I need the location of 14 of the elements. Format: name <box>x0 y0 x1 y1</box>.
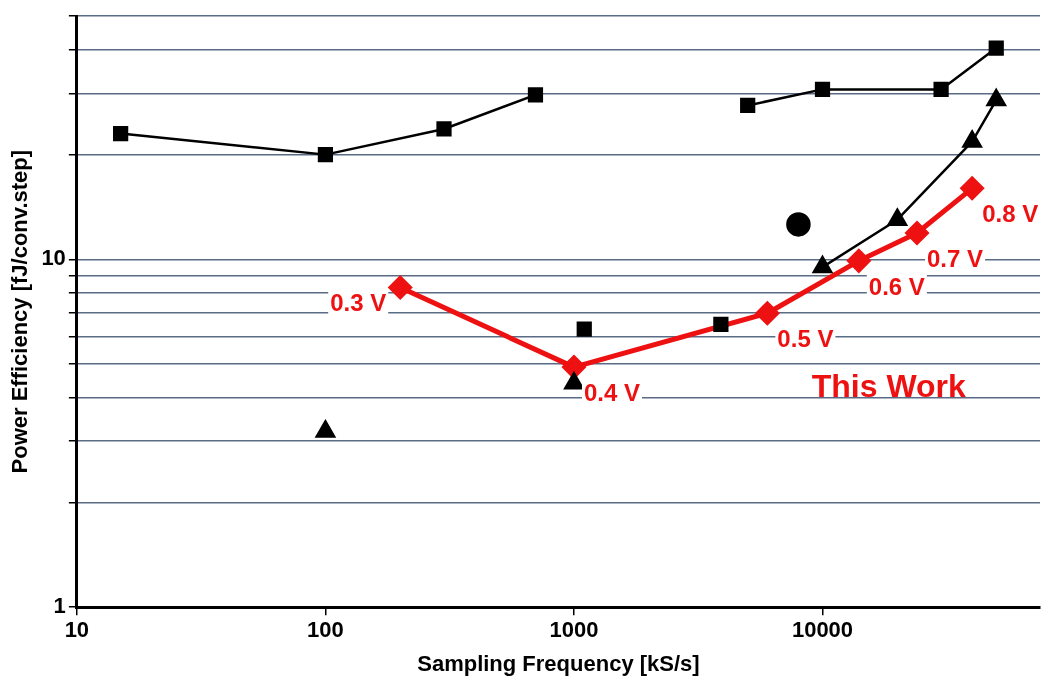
x-tick-label: 10 <box>64 617 90 643</box>
y-tick-label: 1 <box>53 593 66 619</box>
annotation: 0.4 V <box>583 379 641 407</box>
annotation: 0.5 V <box>777 325 834 353</box>
annotation: 0.6 V <box>868 272 925 300</box>
x-axis-title: Sampling Frequency [kS/s] <box>417 650 700 676</box>
annotation: 0.7 V <box>927 245 984 273</box>
x-tick-label: 100 <box>307 617 344 643</box>
x-tick-label: 1000 <box>549 617 599 643</box>
x-tick-label: 10000 <box>791 617 854 643</box>
y-axis-title: Power Efficiency [fJ/conv.step] <box>7 149 33 474</box>
annotation: 0.8 V <box>982 200 1039 228</box>
annotation: 0.3 V <box>330 289 387 317</box>
series-label: This Work <box>811 368 967 405</box>
